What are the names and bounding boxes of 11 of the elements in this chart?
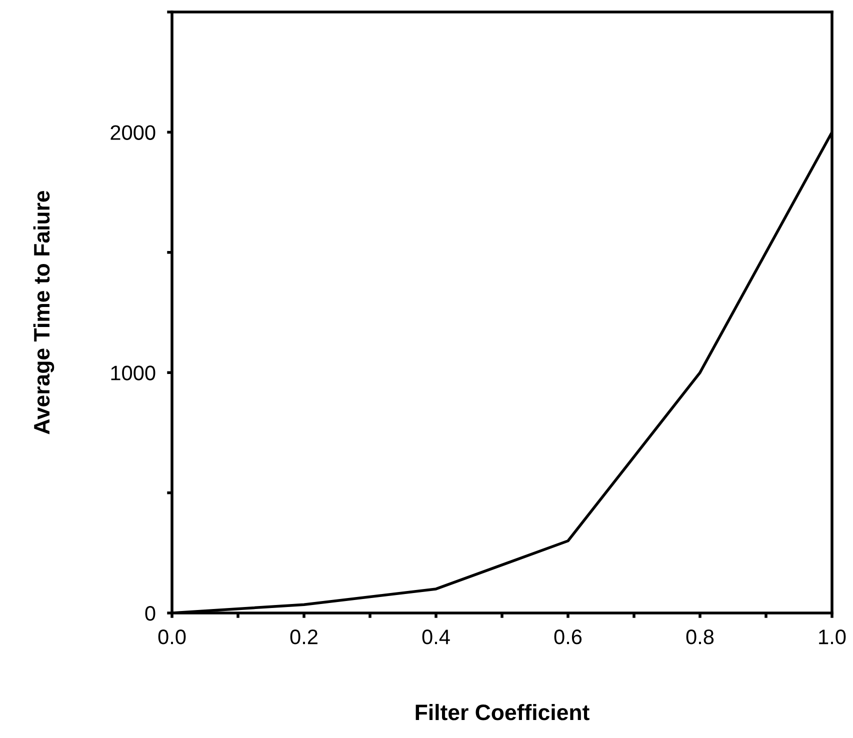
x-tick-label: 0.8 <box>686 630 714 644</box>
y-tick-label: 0 <box>145 606 156 621</box>
x-tick-label: 0.6 <box>554 630 582 644</box>
x-tick-label: 1.0 <box>819 630 846 644</box>
x-tick-label: 0.2 <box>290 630 318 644</box>
y-axis-title: Average Time to Faiure <box>33 190 54 434</box>
x-tick-label: 0.0 <box>158 630 186 644</box>
x-tick-label: 0.4 <box>422 630 450 644</box>
y-tick-label: 2000 <box>110 125 156 140</box>
y-tick-label: 1000 <box>111 366 156 380</box>
x-axis-title: Filter Coefficient <box>416 704 590 720</box>
